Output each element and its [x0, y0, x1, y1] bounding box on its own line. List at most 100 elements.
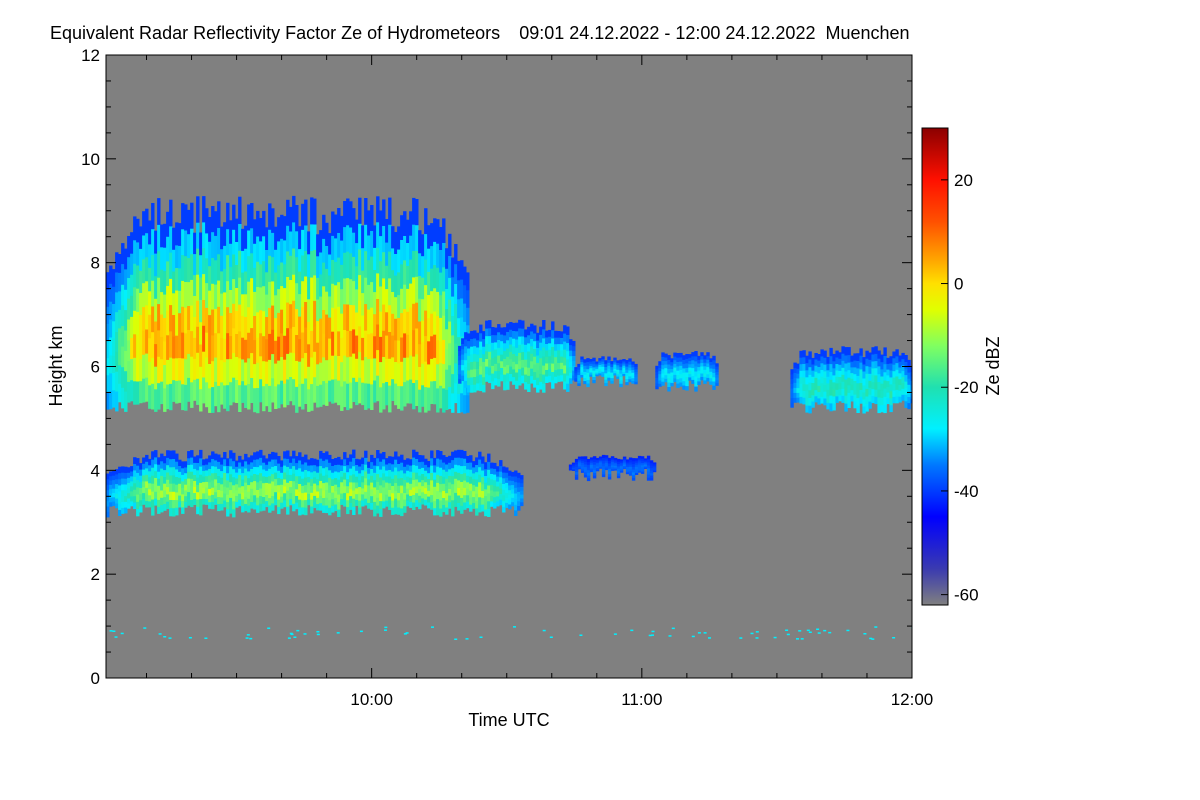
echo-cell — [358, 493, 362, 501]
echo-cell — [496, 481, 500, 487]
echo-cell — [193, 480, 197, 487]
echo-cell — [811, 401, 815, 408]
echo-cell — [400, 462, 404, 471]
echo-cell — [391, 269, 395, 292]
echo-cell — [841, 381, 845, 389]
echo-cell — [658, 364, 662, 368]
echo-cell — [506, 331, 510, 341]
echo-cell — [172, 475, 176, 484]
echo-cell — [482, 361, 486, 370]
echo-cell — [595, 461, 600, 464]
echo-cell — [124, 269, 128, 290]
echo-cell — [166, 486, 170, 495]
echo-cell — [595, 374, 599, 377]
echo-cell — [470, 369, 474, 378]
echo-cell — [572, 370, 576, 376]
echo-cell — [469, 476, 473, 484]
echo-cell — [607, 365, 611, 369]
echo-cell — [586, 361, 590, 366]
echo-cell — [259, 488, 263, 497]
echo-cell — [560, 374, 564, 382]
echo-cell — [397, 456, 401, 464]
echo-cell — [613, 357, 617, 361]
echo-cell — [148, 488, 152, 496]
echo-cell — [214, 453, 218, 461]
echo-cell — [631, 364, 635, 368]
echo-cell — [542, 347, 546, 357]
echo-cell — [673, 352, 677, 357]
echo-cell — [568, 465, 573, 467]
echo-cell — [442, 363, 446, 389]
echo-cell — [530, 331, 534, 339]
echo-cell — [649, 470, 654, 474]
echo-cell — [106, 289, 110, 307]
echo-cell — [154, 366, 158, 390]
echo-cell — [715, 368, 719, 372]
echo-cell — [256, 286, 260, 313]
clutter-speck — [697, 632, 701, 634]
echo-cell — [430, 487, 434, 496]
echo-cell — [439, 451, 443, 460]
echo-cell — [511, 484, 515, 490]
echo-cell — [169, 450, 173, 460]
echo-cell — [485, 366, 489, 375]
echo-cell — [370, 332, 374, 359]
echo-cell — [268, 453, 272, 462]
echo-cell — [793, 362, 797, 368]
echo-cell — [205, 382, 209, 408]
echo-cell — [508, 494, 512, 500]
echo-cell — [289, 352, 293, 377]
x-axis-ticks: 10:00 11:00 12:00 — [146, 55, 933, 709]
echo-cell — [115, 351, 119, 372]
echo-cell — [415, 465, 419, 473]
echo-cell — [331, 331, 335, 356]
echo-cell — [304, 462, 308, 470]
echo-cell — [862, 357, 866, 365]
echo-cell — [202, 351, 206, 378]
echo-cell — [370, 495, 374, 503]
echo-cell — [238, 499, 242, 507]
echo-cell — [898, 373, 902, 380]
echo-cell — [241, 472, 245, 480]
echo-cell — [524, 351, 528, 360]
echo-cell — [901, 358, 905, 366]
echo-cell — [157, 303, 161, 331]
echo-cell — [241, 337, 245, 360]
echo-cell — [524, 381, 528, 390]
echo-cell — [610, 361, 614, 365]
echo-cell — [475, 508, 479, 516]
echo-cell — [169, 278, 173, 306]
echo-cell — [554, 337, 558, 345]
echo-cell — [508, 499, 512, 505]
echo-cell — [376, 324, 380, 351]
echo-cell — [475, 500, 479, 509]
echo-cell — [340, 288, 344, 314]
echo-cell — [334, 355, 338, 380]
echo-cell — [370, 489, 374, 497]
echo-cell — [808, 351, 812, 360]
echo-cell — [301, 280, 305, 307]
echo-cell — [709, 371, 713, 375]
echo-cell — [280, 490, 284, 497]
echo-cell — [157, 478, 161, 486]
echo-cell — [157, 492, 161, 500]
echo-cell — [706, 377, 710, 382]
echo-cell — [175, 492, 179, 501]
echo-cell — [676, 370, 680, 375]
echo-cell — [379, 286, 383, 312]
echo-cell — [475, 479, 479, 487]
echo-cell — [280, 466, 284, 473]
echo-cell — [418, 488, 422, 496]
echo-cell — [397, 271, 401, 296]
echo-cell — [533, 371, 537, 380]
echo-cell — [244, 316, 248, 340]
echo-cell — [563, 357, 567, 366]
echo-cell — [409, 379, 413, 404]
echo-cell — [482, 346, 486, 355]
echo-cell — [835, 383, 839, 390]
echo-cell — [220, 359, 224, 383]
echo-cell — [370, 307, 374, 334]
echo-cell — [601, 474, 606, 478]
echo-cell — [397, 226, 401, 250]
echo-cell — [202, 196, 206, 223]
